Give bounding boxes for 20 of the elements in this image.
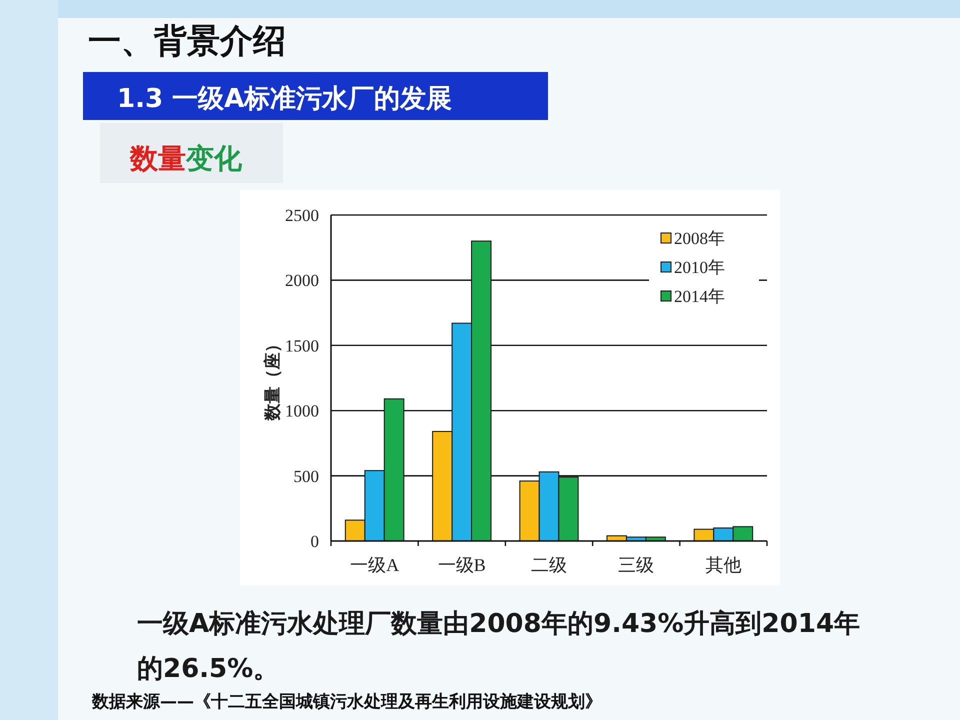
y-tick-label: 2000 — [285, 271, 319, 290]
y-tick-label: 2500 — [285, 206, 319, 225]
y-tick-label: 0 — [310, 532, 319, 551]
x-tick-label: 其他 — [705, 555, 742, 575]
chart-title: 一、背景介绍 — [88, 21, 286, 60]
legend-label: 2014年 — [674, 287, 725, 306]
x-tick-label: 一级A — [350, 555, 400, 575]
text: 数量变化 — [129, 142, 243, 175]
y-tick-label: 1500 — [285, 336, 319, 356]
x-tick-label: 二级 — [531, 555, 567, 575]
y-tick-label: 500 — [294, 466, 319, 486]
source-note: 数据来源——《十二五全国城镇污水处理及再生利用设施建设规划》 — [91, 692, 602, 712]
legend-label: 2008年 — [674, 229, 725, 248]
text: 一级A标准污水处理厂数量由2008年的9.43%升高到2014年的26.5%。 — [137, 609, 860, 684]
y-tick-label: 1000 — [285, 402, 319, 421]
legend-label: 2010年 — [674, 258, 725, 277]
x-tick-label: 三级 — [618, 555, 654, 575]
x-tick-label: 一级B — [438, 555, 486, 575]
chart-subtitle: 1.3 一级A标准污水厂的发展 — [117, 84, 452, 114]
y-axis-title: 数量（座） — [263, 336, 283, 422]
